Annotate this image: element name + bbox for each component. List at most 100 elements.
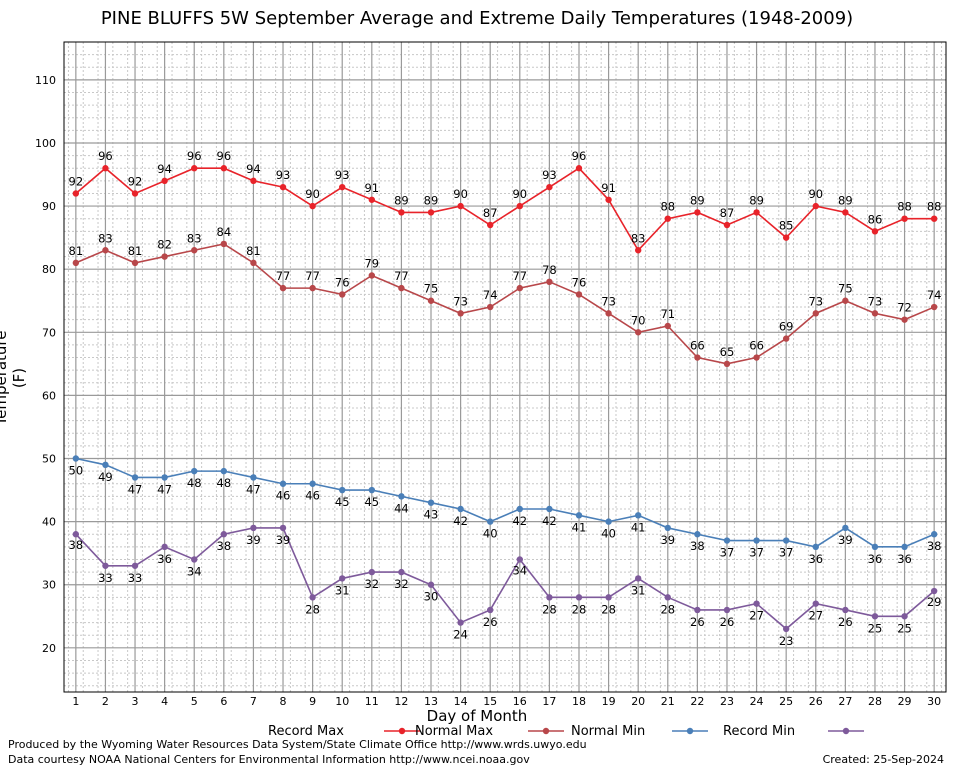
data-point — [191, 165, 198, 172]
data-point — [723, 221, 731, 229]
data-point — [723, 537, 731, 544]
data-label: 26 — [838, 615, 853, 629]
data-point — [427, 499, 435, 506]
data-label: 39 — [276, 533, 291, 547]
data-label: 96 — [187, 149, 202, 163]
data-point — [131, 190, 139, 197]
data-point — [753, 537, 760, 544]
data-label: 42 — [512, 514, 527, 528]
data-point — [782, 234, 790, 241]
data-point — [753, 600, 760, 607]
data-point — [634, 512, 642, 519]
data-label: 87 — [720, 206, 735, 220]
x-tick-label: 21 — [661, 695, 675, 708]
data-label: 36 — [157, 552, 172, 566]
data-point — [782, 537, 790, 544]
data-point — [516, 505, 523, 513]
data-label: 92 — [69, 174, 84, 188]
data-point — [516, 284, 523, 292]
x-tick-label: 19 — [602, 695, 616, 708]
data-label: 74 — [483, 288, 498, 302]
data-point — [753, 209, 760, 216]
data-label: 37 — [779, 546, 794, 560]
legend-label: Record Min — [723, 724, 795, 739]
data-point — [812, 543, 819, 551]
data-point — [901, 543, 908, 551]
data-label: 38 — [69, 538, 84, 552]
data-label: 69 — [779, 320, 794, 334]
data-point — [842, 524, 849, 532]
data-label: 86 — [868, 212, 883, 226]
data-label: 91 — [601, 181, 616, 195]
data-point — [487, 303, 494, 311]
data-point — [398, 209, 405, 216]
data-point — [516, 556, 523, 563]
data-point — [131, 562, 139, 569]
data-label: 90 — [512, 187, 527, 201]
data-point — [102, 165, 109, 172]
data-point — [694, 354, 701, 361]
data-point — [901, 613, 908, 620]
data-label: 88 — [660, 200, 675, 214]
data-label: 43 — [424, 508, 439, 522]
data-point — [634, 247, 642, 254]
legend-swatch-marker — [842, 727, 850, 735]
data-label: 46 — [276, 489, 291, 503]
data-point — [250, 177, 257, 185]
x-tick-label: 24 — [750, 695, 764, 708]
y-tick-label: 20 — [42, 642, 56, 655]
data-label: 37 — [720, 546, 735, 560]
data-label: 28 — [660, 602, 675, 616]
legend-swatch-marker — [398, 727, 406, 735]
plot-frame — [63, 41, 947, 693]
x-tick-label: 2 — [102, 695, 109, 708]
data-label: 89 — [749, 193, 764, 207]
data-point — [191, 556, 198, 563]
data-label: 81 — [128, 244, 143, 258]
data-label: 36 — [897, 552, 912, 566]
data-point — [782, 625, 790, 633]
x-tick-label: 22 — [690, 695, 704, 708]
x-tick-label: 18 — [572, 695, 586, 708]
data-point — [723, 606, 731, 614]
data-label: 73 — [868, 294, 883, 308]
data-point — [457, 505, 464, 513]
data-point — [753, 354, 760, 361]
data-label: 96 — [572, 149, 587, 163]
data-label: 93 — [276, 168, 291, 182]
data-point — [220, 531, 228, 538]
data-label: 89 — [690, 193, 705, 207]
data-label: 78 — [542, 263, 557, 277]
data-point — [309, 284, 316, 292]
data-point — [930, 531, 938, 538]
data-point — [605, 518, 612, 525]
data-point — [546, 183, 553, 191]
series-line-record-max — [75, 167, 935, 252]
data-label: 25 — [868, 621, 883, 635]
data-label: 73 — [808, 294, 823, 308]
data-label: 40 — [601, 527, 616, 541]
data-point — [102, 562, 109, 569]
data-point — [782, 335, 790, 342]
data-label: 77 — [276, 269, 291, 283]
chart-title: PINE BLUFFS 5W September Average and Ext… — [100, 8, 854, 29]
data-label: 88 — [897, 200, 912, 214]
x-tick-label: 14 — [454, 695, 468, 708]
data-label: 28 — [542, 602, 557, 616]
data-label: 28 — [572, 602, 587, 616]
data-point — [72, 190, 80, 197]
data-point — [901, 215, 908, 222]
data-label: 23 — [779, 634, 794, 648]
data-label: 25 — [897, 621, 912, 635]
x-tick-label: 4 — [161, 695, 168, 708]
data-label: 45 — [335, 495, 350, 509]
data-point — [427, 581, 435, 588]
data-point — [102, 247, 109, 254]
data-label: 41 — [572, 520, 587, 534]
x-tick-label: 27 — [838, 695, 852, 708]
data-label: 83 — [98, 231, 113, 245]
x-tick-label: 6 — [220, 695, 227, 708]
data-label: 88 — [927, 200, 942, 214]
data-label: 42 — [453, 514, 468, 528]
data-point — [220, 165, 228, 172]
